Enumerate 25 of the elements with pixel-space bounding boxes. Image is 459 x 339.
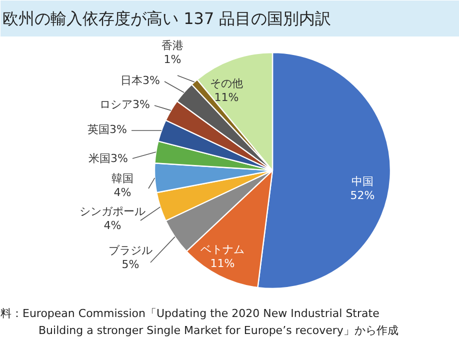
slice-label: 香港	[162, 39, 184, 52]
data-label: 11%	[214, 91, 239, 104]
data-label: 52%	[350, 189, 375, 202]
data-label: 11%	[210, 257, 235, 270]
text: 料：European Commission「Updating the 2020 New Industrial Strate	[0, 307, 380, 320]
data-label: 3%	[110, 123, 127, 136]
data-label: 3%	[142, 74, 160, 87]
slice-label: 英国	[88, 123, 110, 136]
data-label: 3%	[132, 98, 150, 111]
slice-label: その他	[210, 77, 243, 90]
slice-label: 韓国	[112, 172, 134, 185]
text: Building a stronger Single Market for Europe’s recovery」から作成	[38, 324, 398, 337]
data-label: 5%	[122, 258, 140, 271]
slice-label: シンガポール	[80, 205, 146, 218]
slice-label: ロシア	[100, 98, 132, 111]
slice-label: 日本	[120, 74, 142, 87]
data-label: 1%	[164, 53, 182, 66]
slice-label: 中国	[352, 175, 374, 188]
data-label: 4%	[104, 219, 122, 232]
data-label: 3%	[110, 152, 128, 165]
data-label: 4%	[114, 186, 132, 199]
slice-label: 米国	[88, 152, 110, 165]
slice-label: ベトナム	[200, 243, 244, 256]
chart-title: 欧州の輸入依存度が高い 137 品目の国別内訳	[2, 9, 332, 28]
slice-label: ブラジル	[108, 244, 152, 257]
